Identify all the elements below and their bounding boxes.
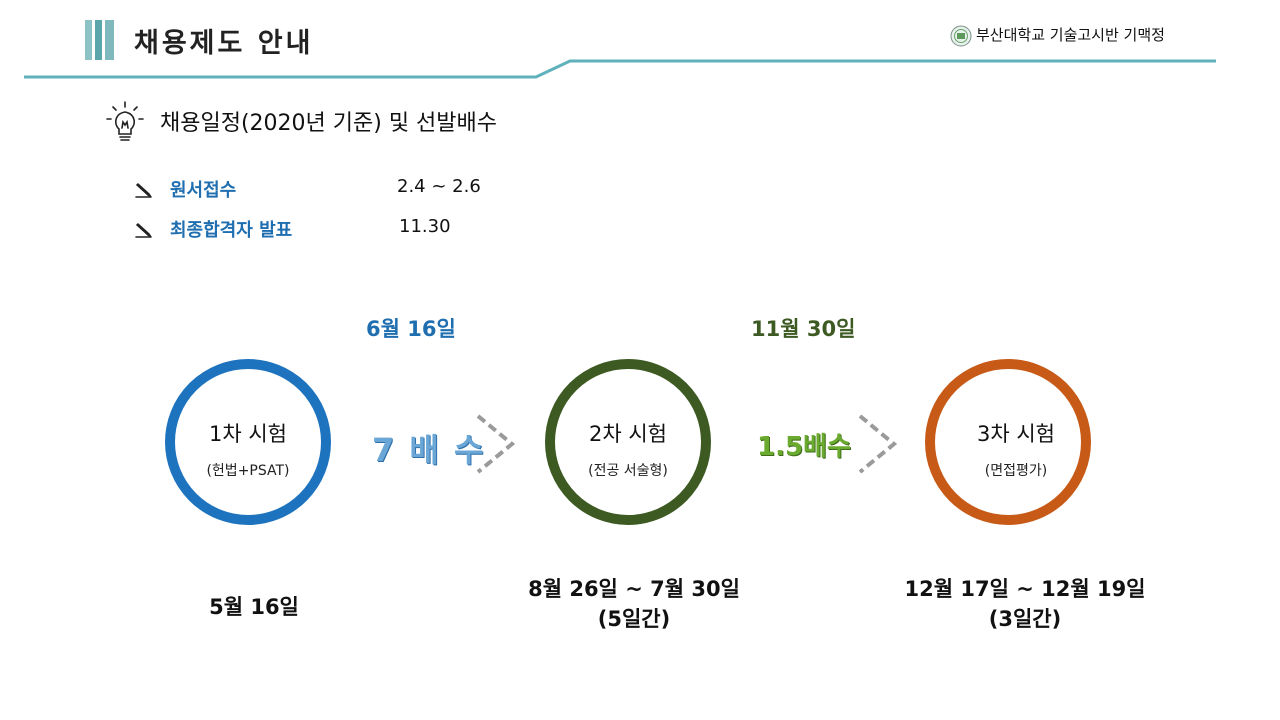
stage-2-circle [545,359,711,525]
stage-2-duration: (5일간) [597,607,671,631]
section-title: 채용일정(2020년 기준) 및 선발배수 [160,111,498,136]
application-period-label: 원서접수 [170,180,237,201]
chevron-right-icon [476,414,516,474]
stage-1-date: 5월 16일 [209,595,299,619]
stage-2-date: 8월 26일 ~ 7월 30일 [528,577,740,601]
stage-2-subtitle: (전공 서술형) [588,463,668,479]
pencil-icon [135,222,152,238]
page-title: 채용제도 안내 [134,28,314,59]
header-accent-bars [85,20,119,60]
stage-3-circle [925,359,1091,525]
lightbulb-icon [106,101,144,141]
stage-3-duration: (3일간) [988,607,1062,631]
pencil-icon [135,182,152,198]
second-results-date: 11월 30일 [751,317,856,341]
final-announcement-label: 최종합격자 발표 [170,220,293,241]
stage-3-title: 3차 시험 [977,422,1055,446]
final-announcement-value: 11.30 [399,216,451,237]
university-logo-icon [950,25,972,47]
selection-ratio-1: 7 배 수 [372,431,486,469]
stage-1-circle [165,359,331,525]
stage-2-title: 2차 시험 [589,422,667,446]
stage-1-title: 1차 시험 [209,422,287,446]
stage-1-subtitle: (헌법+PSAT) [206,463,290,479]
chevron-right-icon [858,414,898,474]
application-period-value: 2.4 ~ 2.6 [397,176,481,197]
stage-3-subtitle: (면접평가) [984,463,1048,479]
selection-ratio-2: 1.5배수 [757,432,851,462]
header-divider [24,59,1216,79]
stage-3-date: 12월 17일 ~ 12월 19일 [904,577,1146,601]
organization-name: 부산대학교 기술고시반 기맥정 [976,26,1165,44]
first-results-date: 6월 16일 [366,317,456,341]
